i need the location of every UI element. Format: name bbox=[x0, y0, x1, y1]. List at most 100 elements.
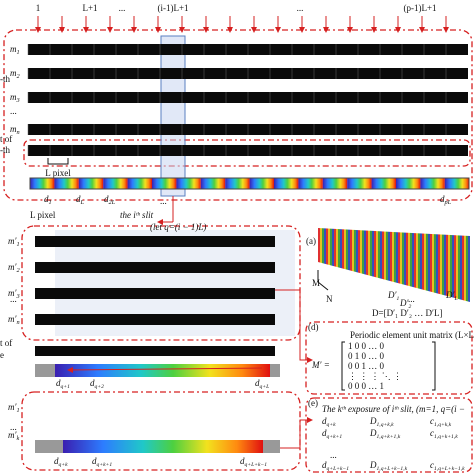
stripe bbox=[384, 228, 386, 302]
stripe bbox=[406, 228, 408, 302]
stripe bbox=[408, 228, 410, 302]
sub-label: m′2 bbox=[8, 262, 20, 274]
stripe bbox=[402, 228, 404, 302]
label-base: d bbox=[92, 456, 97, 466]
spectrum-segment bbox=[249, 178, 274, 189]
matrix-row: 1 0 0 … 0 bbox=[348, 341, 385, 351]
stripe bbox=[418, 228, 420, 302]
row-ellipsis: ... bbox=[10, 422, 17, 432]
label-base: m′ bbox=[8, 430, 17, 440]
stripe bbox=[372, 228, 374, 302]
stripe bbox=[374, 228, 376, 302]
slit-label: the iᵗʰ slit bbox=[120, 210, 154, 220]
stripe bbox=[446, 228, 448, 302]
label-base: m′ bbox=[8, 262, 17, 272]
stripe bbox=[398, 228, 400, 302]
label-sub: q+L+k−1 bbox=[245, 462, 268, 468]
label-sub: 3 bbox=[15, 293, 19, 300]
label-base: d bbox=[322, 460, 327, 470]
label-base: d bbox=[255, 378, 260, 388]
stripe bbox=[468, 228, 470, 302]
stripe bbox=[354, 228, 356, 302]
spectrum-segment bbox=[30, 178, 55, 189]
fragment: -th bbox=[0, 145, 10, 155]
label-base: d bbox=[76, 194, 81, 204]
stripe bbox=[356, 228, 358, 302]
sub-label: d2L bbox=[104, 194, 116, 206]
label-sub: k bbox=[16, 435, 19, 442]
label-base: d bbox=[440, 194, 445, 204]
spectrum-segment bbox=[54, 178, 79, 189]
row-ellipsis: ... bbox=[10, 106, 17, 116]
label-base: c bbox=[430, 428, 434, 438]
label-base: c bbox=[430, 460, 434, 470]
d-ellipsis: ... bbox=[160, 196, 167, 206]
stripe bbox=[338, 228, 340, 302]
label-sub: q+k+1 bbox=[97, 462, 113, 468]
stripe bbox=[404, 228, 406, 302]
sub-label: dq+1 bbox=[56, 378, 70, 390]
stripe bbox=[386, 228, 388, 302]
label-base: d bbox=[322, 416, 327, 426]
spectrum-segment bbox=[274, 178, 299, 189]
stripe bbox=[454, 228, 456, 302]
stripe bbox=[438, 228, 440, 302]
row-ellipsis: ... bbox=[10, 294, 17, 304]
link-arrow-d bbox=[270, 289, 313, 363]
sub-label: dpL bbox=[440, 194, 452, 206]
sub-label: dq+L+k−1 bbox=[240, 456, 267, 468]
label-sub: 1,q+k,k bbox=[377, 422, 395, 428]
slit-highlight bbox=[160, 35, 186, 197]
arrow-label: L+1 bbox=[82, 3, 97, 13]
stripe bbox=[344, 228, 346, 302]
label-base: D′ bbox=[445, 290, 455, 300]
arrow-label: ... bbox=[297, 3, 304, 13]
sub-label: D′L bbox=[445, 290, 458, 302]
stripe bbox=[420, 228, 422, 302]
matrix-row: ⋮ ⋮ ⋮ ⋱ ⋮ bbox=[348, 371, 402, 381]
equation: D=[D′₁ D′₂ … D′L] bbox=[372, 308, 443, 318]
arrow-label: (p-1)L+1 bbox=[403, 3, 436, 13]
spectrum-segment bbox=[322, 178, 348, 189]
label-sub: 3 bbox=[16, 97, 20, 104]
stripe bbox=[348, 228, 350, 302]
sub-label: dq+k bbox=[322, 416, 336, 428]
axis-label: M bbox=[312, 278, 320, 288]
stripe bbox=[430, 228, 432, 302]
stripe bbox=[450, 228, 452, 302]
arrow-label: ... bbox=[119, 3, 126, 13]
pixel-label: L pixel bbox=[45, 168, 71, 178]
stripe bbox=[376, 228, 378, 302]
label-sub: 1 bbox=[17, 49, 20, 56]
sub-label: D1,q+L+k−1,k bbox=[369, 460, 408, 472]
label-base: m bbox=[10, 92, 17, 102]
sub-label: m′1 bbox=[8, 236, 20, 248]
stripe bbox=[462, 228, 464, 302]
label-base: D′ bbox=[387, 290, 397, 300]
fragment: e bbox=[0, 350, 4, 360]
spectrum-segment bbox=[78, 178, 104, 189]
sub-label: c1,q+k,k bbox=[430, 416, 452, 428]
label-sub: q+L bbox=[260, 384, 270, 390]
label-base: d bbox=[54, 456, 59, 466]
spectrum-segment bbox=[152, 178, 177, 189]
spectrum-segment bbox=[127, 178, 152, 189]
axis bbox=[317, 270, 329, 291]
bracket bbox=[341, 341, 436, 391]
d-ellipsis: ... bbox=[408, 294, 415, 304]
pixel-row bbox=[35, 236, 275, 247]
stripe bbox=[422, 228, 424, 302]
panel-label: (d) bbox=[308, 322, 319, 332]
stripe bbox=[414, 228, 416, 302]
sub-label: c1,q+k+1,k bbox=[430, 428, 458, 440]
label-sub: 1 bbox=[49, 199, 52, 206]
stripe bbox=[388, 228, 390, 302]
spectrum-segment bbox=[298, 178, 323, 189]
spectrum-segment bbox=[371, 178, 396, 189]
label-sub: q+2 bbox=[95, 384, 105, 390]
pixel-label: L pixel bbox=[30, 210, 56, 220]
label-base: D bbox=[369, 416, 377, 426]
brace bbox=[47, 158, 69, 165]
spectrum-segment bbox=[225, 178, 250, 189]
stripe bbox=[428, 228, 430, 302]
